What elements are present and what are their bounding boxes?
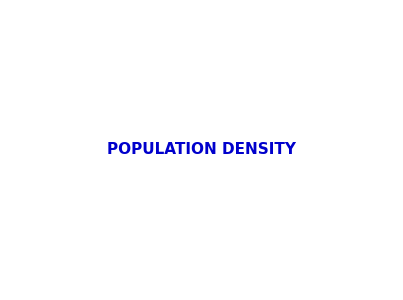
Text: POPULATION DENSITY: POPULATION DENSITY: [107, 142, 296, 158]
